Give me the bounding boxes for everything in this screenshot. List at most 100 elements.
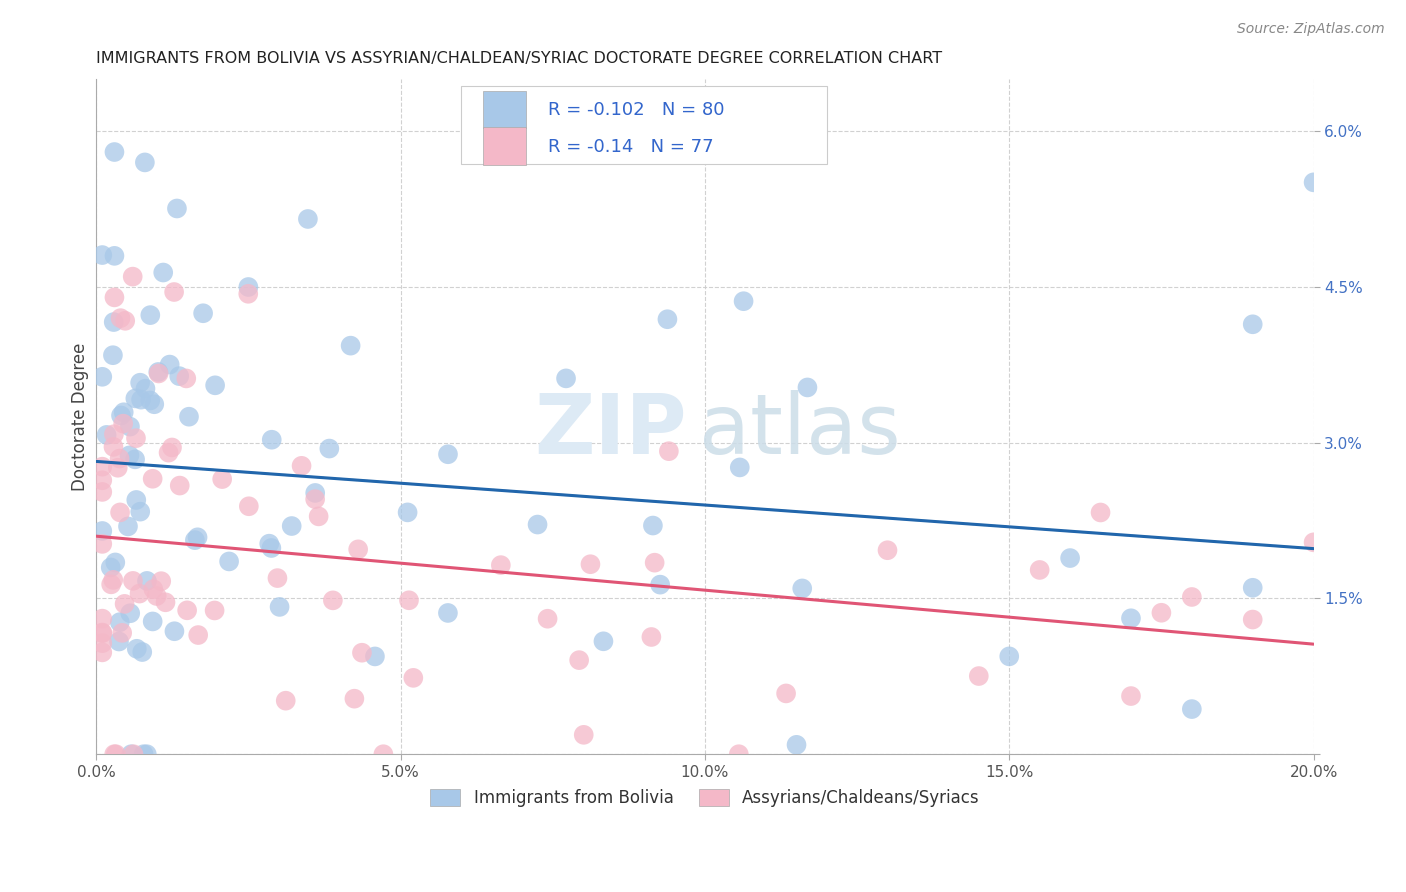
Text: atlas: atlas <box>699 390 901 471</box>
Point <box>1181 590 1204 604</box>
Point <box>304 492 326 507</box>
Point <box>114 597 136 611</box>
Point <box>238 500 260 514</box>
Point <box>91 645 114 659</box>
Point <box>110 311 132 326</box>
Point <box>159 358 181 372</box>
Point <box>157 445 180 459</box>
Point <box>142 472 165 486</box>
Point <box>280 519 302 533</box>
Point <box>142 615 165 629</box>
Point <box>269 599 291 614</box>
Point <box>211 472 233 486</box>
Point <box>1241 581 1264 595</box>
Text: R = -0.14   N = 77: R = -0.14 N = 77 <box>548 137 713 156</box>
Point <box>108 505 131 519</box>
Point <box>114 314 136 328</box>
Point <box>733 294 755 309</box>
Point <box>1090 506 1112 520</box>
Point <box>350 646 373 660</box>
Point <box>260 541 283 555</box>
Point <box>308 509 330 524</box>
Point <box>108 634 131 648</box>
Point <box>160 441 183 455</box>
Point <box>125 641 148 656</box>
Point <box>104 747 127 762</box>
Point <box>322 593 344 607</box>
Point <box>152 266 174 280</box>
Point <box>103 249 125 263</box>
Point <box>274 694 297 708</box>
Legend: Immigrants from Bolivia, Assyrians/Chaldeans/Syriacs: Immigrants from Bolivia, Assyrians/Chald… <box>423 782 986 814</box>
Point <box>1302 175 1324 189</box>
Point <box>139 308 162 322</box>
Point <box>91 612 114 626</box>
Point <box>1181 702 1204 716</box>
Point <box>118 449 141 463</box>
Point <box>339 338 361 352</box>
Text: ZIP: ZIP <box>534 390 686 471</box>
Point <box>91 626 114 640</box>
Point <box>135 747 157 762</box>
Point <box>108 615 131 630</box>
Point <box>796 380 818 394</box>
Point <box>112 417 135 431</box>
Point <box>131 645 153 659</box>
Point <box>91 248 114 262</box>
Point <box>100 577 122 591</box>
Point <box>786 738 808 752</box>
Point <box>91 636 114 650</box>
Point <box>166 202 188 216</box>
Point <box>572 728 595 742</box>
Point <box>125 492 148 507</box>
Point <box>526 517 548 532</box>
Point <box>658 444 681 458</box>
Point <box>139 393 162 408</box>
Point <box>218 554 240 568</box>
Point <box>1059 551 1081 566</box>
Point <box>1241 613 1264 627</box>
Point <box>437 606 460 620</box>
Y-axis label: Doctorate Degree: Doctorate Degree <box>72 343 89 491</box>
Point <box>163 624 186 639</box>
Point <box>187 530 209 544</box>
Point <box>343 691 366 706</box>
Point <box>103 573 125 587</box>
Point <box>103 427 125 442</box>
Point <box>167 369 190 384</box>
Point <box>1028 563 1050 577</box>
Point <box>134 155 156 169</box>
Point <box>657 312 679 326</box>
Point <box>91 537 114 551</box>
Point <box>163 285 186 299</box>
Point <box>364 649 387 664</box>
Point <box>555 371 578 385</box>
Point <box>266 571 288 585</box>
FancyBboxPatch shape <box>461 87 827 164</box>
Point <box>103 747 125 762</box>
Point <box>728 460 751 475</box>
Point <box>998 649 1021 664</box>
Point <box>122 574 145 588</box>
Point <box>104 556 127 570</box>
Point <box>775 686 797 700</box>
Point <box>91 484 114 499</box>
Point <box>143 397 166 411</box>
Point <box>150 574 173 589</box>
Point <box>1119 611 1142 625</box>
Point <box>579 558 602 572</box>
Point <box>177 409 200 424</box>
Point <box>91 524 114 538</box>
Point <box>145 589 167 603</box>
Point <box>238 286 260 301</box>
Point <box>650 577 672 591</box>
Point <box>304 486 326 500</box>
Point <box>1119 689 1142 703</box>
Point <box>121 269 143 284</box>
Point <box>101 348 124 362</box>
Point <box>1302 535 1324 549</box>
Point <box>142 582 165 596</box>
Point <box>129 376 152 390</box>
Point <box>297 211 319 226</box>
Point <box>640 630 662 644</box>
